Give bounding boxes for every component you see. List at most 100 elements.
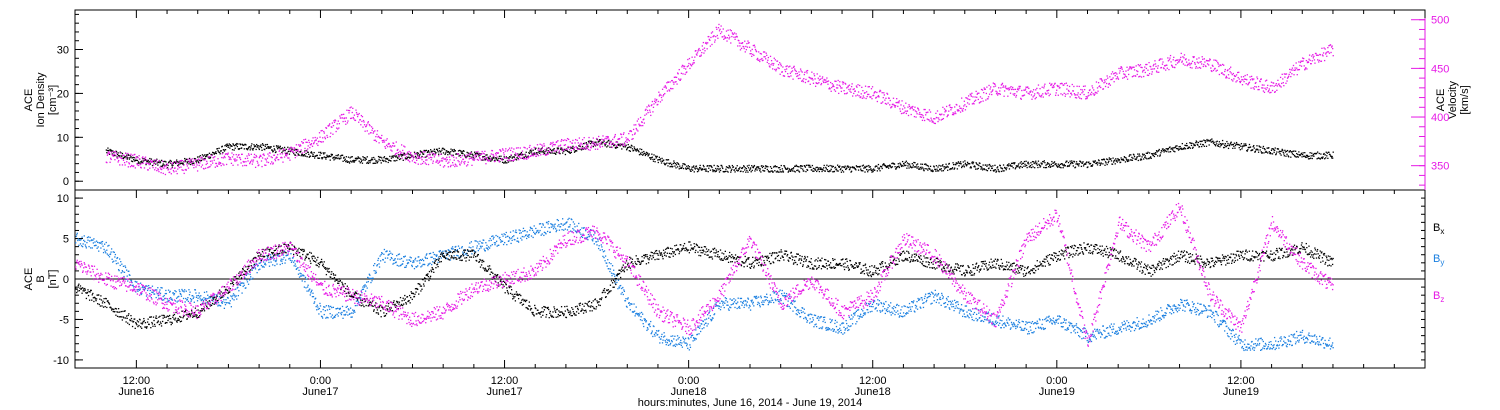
velocity-point (888, 97, 890, 99)
velocity-point (825, 81, 828, 83)
velocity-point (836, 84, 838, 86)
velocity-point (286, 155, 288, 157)
density-point (626, 148, 628, 150)
velocity-point (865, 97, 867, 100)
velocity-point (358, 121, 360, 123)
velocity-point (485, 157, 488, 159)
velocity-point (867, 86, 869, 88)
velocity-point (1276, 85, 1279, 87)
x-tick-time-label: 12:00 (1227, 375, 1255, 387)
density-point (1304, 156, 1306, 158)
velocity-point (698, 47, 700, 50)
velocity-point (994, 85, 997, 87)
density-point (179, 163, 182, 165)
density-point (349, 157, 351, 159)
velocity-point (979, 96, 982, 98)
velocity-point (377, 135, 380, 138)
density-point (630, 144, 633, 147)
density-point (351, 156, 353, 158)
velocity-point (558, 152, 560, 154)
velocity-point (653, 103, 655, 105)
x-tick-time-label: 12:00 (123, 375, 151, 387)
velocity-point (447, 166, 450, 168)
density-point (1313, 155, 1315, 157)
velocity-point (903, 111, 905, 114)
density-point (677, 162, 679, 165)
density-point (728, 165, 730, 167)
velocity-point (196, 170, 199, 172)
velocity-point (861, 86, 863, 89)
density-point (996, 167, 998, 169)
velocity-point (1051, 83, 1053, 85)
velocity-point (470, 152, 472, 154)
top-left-ytick-label: 30 (57, 45, 69, 57)
by-point (112, 261, 114, 263)
top-left-ylabel-line2: Ion Density (35, 72, 47, 128)
velocity-point (625, 139, 628, 141)
velocity-point (717, 37, 719, 39)
velocity-point (612, 138, 614, 141)
density-point (616, 146, 619, 149)
density-point (463, 154, 466, 156)
density-point (418, 155, 421, 157)
density-point (442, 147, 444, 149)
velocity-point (558, 150, 561, 152)
density-point (1124, 156, 1126, 159)
density-point (390, 157, 393, 159)
velocity-point (715, 26, 717, 29)
velocity-point (942, 106, 944, 109)
density-point (594, 141, 596, 143)
by-point (103, 243, 106, 245)
velocity-point (610, 143, 613, 146)
density-point (177, 164, 179, 167)
density-point (622, 144, 624, 146)
density-point (184, 159, 186, 162)
density-point (585, 142, 587, 144)
velocity-point (420, 157, 423, 159)
density-point (628, 150, 630, 152)
density-point (253, 144, 255, 146)
velocity-point (615, 141, 617, 143)
velocity-point (1179, 59, 1181, 61)
density-point (1293, 150, 1295, 152)
density-point (1301, 153, 1304, 156)
density-point (1007, 165, 1010, 167)
velocity-point (871, 98, 873, 100)
velocity-point (995, 93, 998, 95)
density-point (569, 152, 571, 154)
velocity-point (790, 71, 793, 73)
velocity-point (868, 86, 870, 88)
velocity-point (510, 154, 512, 156)
density-point (461, 152, 463, 155)
density-point (1226, 144, 1229, 147)
velocity-point (496, 152, 498, 154)
density-point (1123, 159, 1125, 162)
density-point (730, 171, 732, 173)
velocity-point (411, 160, 414, 162)
velocity-point (1006, 88, 1008, 90)
velocity-point (1033, 94, 1035, 97)
density-point (557, 148, 559, 150)
density-point (1074, 166, 1077, 168)
velocity-point (983, 87, 985, 89)
velocity-point (1016, 91, 1018, 93)
velocity-point (804, 81, 807, 84)
velocity-point (733, 36, 735, 38)
velocity-point (910, 107, 912, 109)
velocity-point (917, 108, 919, 110)
density-point (361, 162, 364, 164)
velocity-point (924, 108, 926, 111)
density-point (1265, 150, 1267, 153)
density-point (366, 156, 368, 158)
velocity-point (385, 144, 388, 146)
density-point (1059, 166, 1061, 168)
density-point (1269, 152, 1272, 154)
velocity-point (904, 110, 906, 112)
velocity-point (681, 64, 684, 67)
velocity-point (932, 120, 934, 122)
velocity-point (680, 78, 682, 80)
density-point (809, 164, 811, 167)
velocity-point (1133, 66, 1135, 68)
velocity-point (994, 83, 996, 85)
